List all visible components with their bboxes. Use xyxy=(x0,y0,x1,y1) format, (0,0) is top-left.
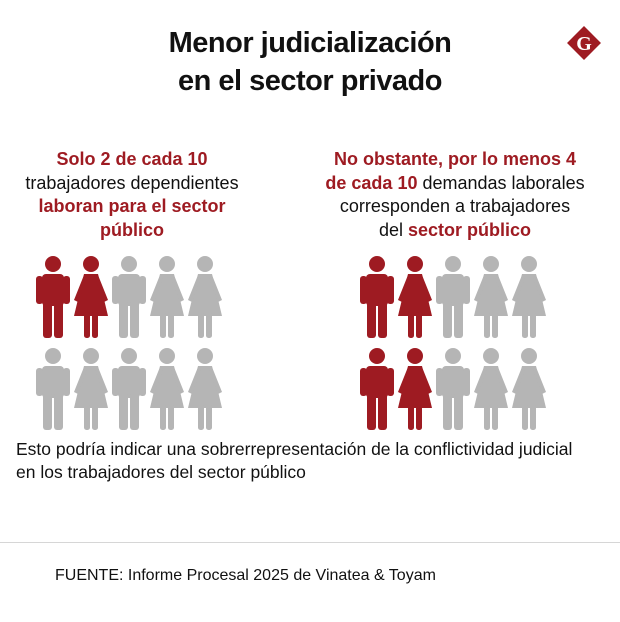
woman-icon xyxy=(474,348,508,430)
woman-icon xyxy=(150,256,184,338)
woman-icon xyxy=(512,256,546,338)
highlighted-man-icon xyxy=(360,256,394,338)
woman-icon xyxy=(150,348,184,430)
woman-icon xyxy=(512,348,546,430)
man-icon xyxy=(436,256,470,338)
left-statement: Solo 2 de cada 10 trabajadores dependien… xyxy=(25,149,239,240)
man-icon xyxy=(436,348,470,430)
highlighted-man-icon xyxy=(36,256,70,338)
woman-icon xyxy=(188,348,222,430)
highlighted-man-icon xyxy=(360,348,394,430)
pictogram-lawsuits xyxy=(360,256,546,430)
woman-icon xyxy=(474,256,508,338)
highlighted-woman-icon xyxy=(74,256,108,338)
pictogram-workers xyxy=(36,256,222,430)
page-title: Menor judicialización en el sector priva… xyxy=(168,27,452,97)
highlighted-woman-icon xyxy=(398,256,432,338)
highlighted-woman-icon xyxy=(398,348,432,430)
man-icon xyxy=(112,348,146,430)
svg-text:G: G xyxy=(576,33,592,55)
right-statement: No obstante, por lo menos 4 de cada 10 d… xyxy=(325,149,585,240)
conclusion-note: Esto podría indicar una sobrerrepresenta… xyxy=(16,439,573,482)
woman-icon xyxy=(188,256,222,338)
logo-g: G xyxy=(567,26,601,60)
man-icon xyxy=(112,256,146,338)
man-icon xyxy=(36,348,70,430)
source-text: FUENTE: Informe Procesal 2025 de Vinatea… xyxy=(55,567,436,584)
divider xyxy=(0,542,620,543)
woman-icon xyxy=(74,348,108,430)
